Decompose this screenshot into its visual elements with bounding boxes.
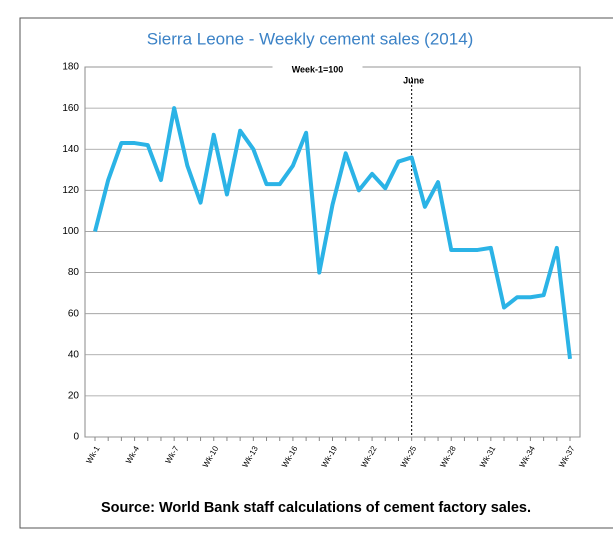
y-tick-label: 180 [62, 62, 79, 73]
y-tick-label: 120 [62, 185, 79, 196]
y-tick-label: 80 [68, 267, 80, 278]
annotation-label: June [403, 75, 424, 85]
chart-title: Sierra Leone - Weekly cement sales (2014… [147, 29, 474, 48]
source-note: Source: World Bank staff calculations of… [101, 500, 531, 516]
y-tick-label: 0 [73, 432, 79, 443]
y-tick-label: 140 [62, 144, 79, 155]
y-tick-label: 40 [68, 349, 80, 360]
legend-bg [272, 63, 363, 76]
y-tick-label: 100 [62, 226, 79, 237]
y-tick-label: 160 [62, 103, 79, 114]
legend-label: Week-1=100 [292, 64, 344, 74]
chart-frame [19, 17, 613, 529]
y-tick-label: 20 [68, 391, 80, 402]
y-tick-label: 60 [68, 308, 80, 319]
data-line [93, 106, 572, 360]
